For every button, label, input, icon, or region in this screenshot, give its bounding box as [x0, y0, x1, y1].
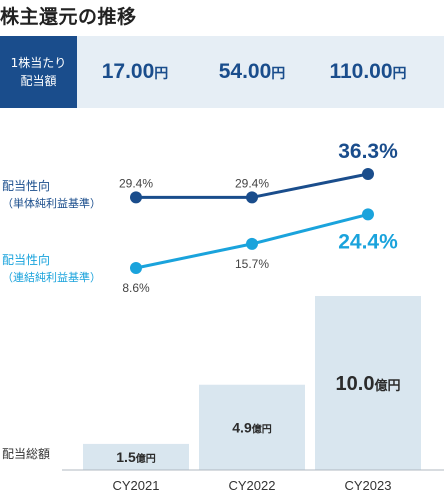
bar-cy2021	[83, 443, 189, 470]
page-title: 株主還元の推移	[0, 6, 137, 28]
point-consolidated-cy2021	[130, 262, 142, 274]
bar-label-cy2022: 4.9億円	[232, 419, 271, 435]
point-label-consolidated-cy2021: 8.6%	[122, 281, 150, 295]
dps-value-cy2021: 17.00円	[101, 60, 169, 83]
dps-label-line2: 配当額	[20, 74, 57, 88]
bar-cy2023	[315, 296, 421, 470]
point-standalone-cy2022	[246, 191, 258, 204]
point-label-standalone-cy2023: 36.3%	[338, 140, 398, 163]
x-tick-cy2021: CY2021	[113, 478, 160, 493]
bar-label-cy2023: 10.0億円	[336, 373, 401, 395]
x-tick-cy2022: CY2022	[229, 478, 276, 493]
dps-value-cy2022: 54.00円	[218, 60, 286, 83]
point-consolidated-cy2022	[246, 237, 258, 250]
legend-payout-standalone: 配当性向 （単体純利益基準）	[2, 179, 101, 210]
legend-payout-consolidated: 配当性向 （連結純利益基準）	[2, 253, 101, 284]
point-label-consolidated-cy2022: 15.7%	[235, 257, 269, 271]
point-label-standalone-cy2022: 29.4%	[235, 176, 269, 190]
point-consolidated-cy2023	[362, 208, 374, 221]
dps-value-cy2023: 110.00円	[329, 60, 407, 83]
bar-label-cy2021: 1.5億円	[116, 449, 155, 465]
x-tick-cy2023: CY2023	[345, 478, 392, 493]
legend-total-dividend: 配当総額	[2, 447, 51, 461]
point-standalone-cy2023	[362, 168, 374, 180]
point-label-consolidated-cy2023: 24.4%	[338, 230, 398, 253]
dividend-per-share-label: 1株当たり 配当額	[0, 36, 77, 108]
bar-cy2022	[199, 384, 305, 470]
dps-label-line1: 1株当たり	[10, 56, 67, 70]
point-label-standalone-cy2021: 29.4%	[119, 176, 153, 190]
point-standalone-cy2021	[130, 191, 142, 204]
dividend-per-share-band: 1株当たり 配当額 17.00円 54.00円 110.00円	[0, 36, 444, 108]
